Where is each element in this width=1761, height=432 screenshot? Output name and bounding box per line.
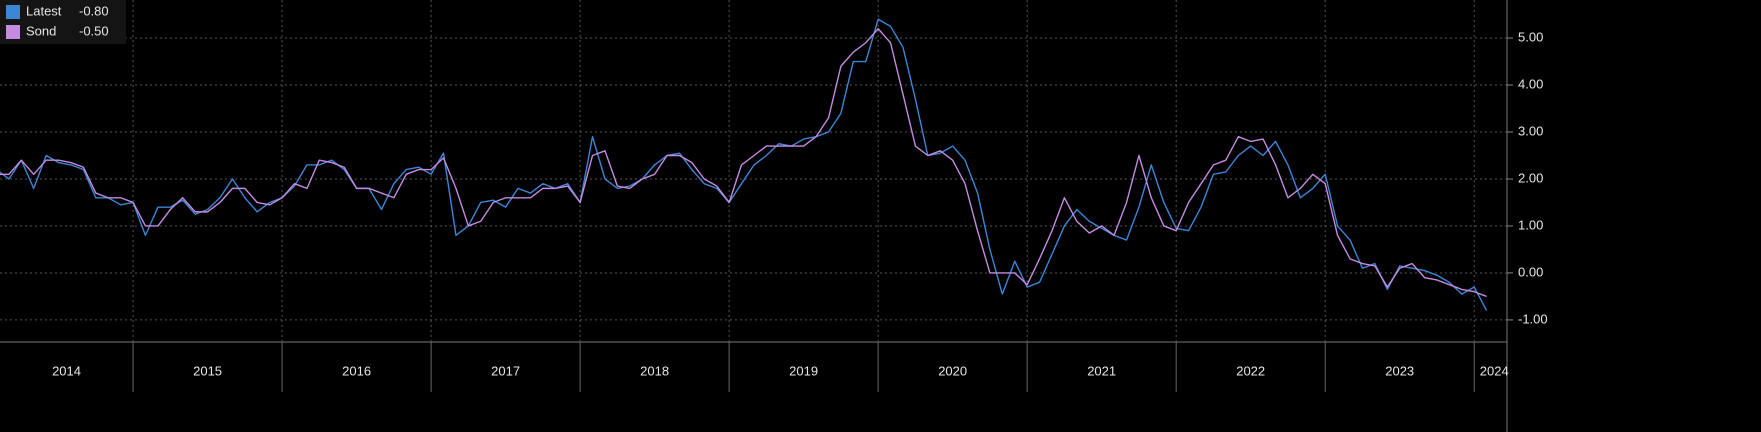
x-tick-label: 2020 xyxy=(938,363,967,378)
y-tick-label: 0.00 xyxy=(1518,264,1543,279)
x-tick-label: 2014 xyxy=(52,363,81,378)
legend-label: Latest xyxy=(26,3,62,18)
y-tick-label: 3.00 xyxy=(1518,123,1543,138)
y-tick-label: -1.00 xyxy=(1518,311,1548,326)
legend-box xyxy=(0,0,126,44)
x-tick-label: 2021 xyxy=(1087,363,1116,378)
legend: Latest -0.80 Sond -0.50 xyxy=(0,0,126,44)
series-line xyxy=(0,18,1488,311)
x-tick-label: 2024 xyxy=(1480,363,1509,378)
y-tick-label: 1.00 xyxy=(1518,217,1543,232)
y-tick-label: 4.00 xyxy=(1518,76,1543,91)
y-tick-label: 2.00 xyxy=(1518,170,1543,185)
x-tick-label: 2019 xyxy=(789,363,818,378)
series-line xyxy=(0,27,1487,298)
x-tick-label: 2017 xyxy=(491,363,520,378)
legend-label: Sond xyxy=(26,23,56,38)
x-tick-label: 2015 xyxy=(193,363,222,378)
legend-swatch xyxy=(6,25,20,39)
legend-value: -0.80 xyxy=(79,3,109,18)
x-tick-label: 2018 xyxy=(640,363,669,378)
legend-value: -0.50 xyxy=(79,23,109,38)
x-tick-label: 2023 xyxy=(1385,363,1414,378)
y-tick-label: 5.00 xyxy=(1518,29,1543,44)
x-tick-label: 2022 xyxy=(1236,363,1265,378)
x-tick-label: 2016 xyxy=(342,363,371,378)
legend-swatch xyxy=(6,5,20,19)
